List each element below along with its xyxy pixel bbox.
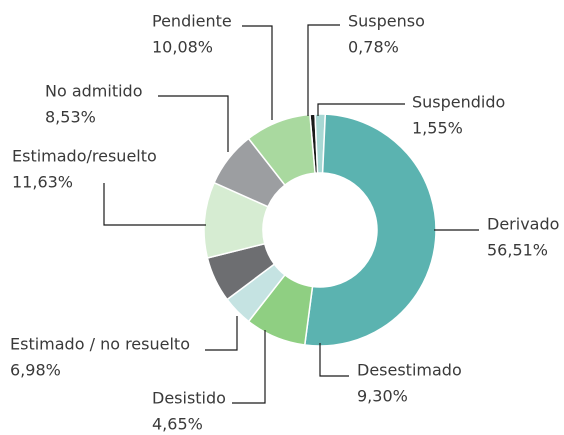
leader-line <box>307 24 340 116</box>
value-label: 4,65% <box>152 415 203 434</box>
leader-line <box>317 103 405 116</box>
leader-line <box>205 316 238 351</box>
category-label: Suspendido <box>412 93 505 112</box>
category-label: Estimado / no resuelto <box>10 335 190 354</box>
category-label: Desistido <box>152 389 226 408</box>
leader-line <box>103 183 206 226</box>
value-label: 1,55% <box>412 119 463 138</box>
value-label: 8,53% <box>45 108 96 127</box>
category-label: Pendiente <box>152 12 232 31</box>
slice <box>303 113 437 347</box>
category-label: No admitido <box>45 82 143 101</box>
leader-line <box>242 25 273 120</box>
value-label: 56,51% <box>487 241 548 260</box>
category-label: Estimado/resuelto <box>12 147 157 166</box>
value-label: 0,78% <box>348 38 399 57</box>
category-label: Suspenso <box>348 12 425 31</box>
leader-line <box>232 330 266 404</box>
category-label: Derivado <box>487 215 559 234</box>
leader-line <box>319 343 349 377</box>
slice <box>247 113 316 187</box>
value-label: 11,63% <box>12 173 73 192</box>
category-label: Desestimado <box>357 361 462 380</box>
value-label: 9,30% <box>357 387 408 406</box>
value-label: 6,98% <box>10 361 61 380</box>
value-label: 10,08% <box>152 38 213 57</box>
leader-line <box>158 95 229 152</box>
